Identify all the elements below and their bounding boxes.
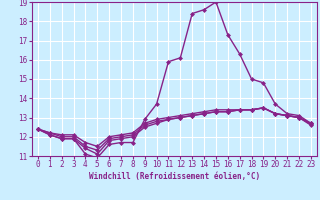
X-axis label: Windchill (Refroidissement éolien,°C): Windchill (Refroidissement éolien,°C) bbox=[89, 172, 260, 181]
